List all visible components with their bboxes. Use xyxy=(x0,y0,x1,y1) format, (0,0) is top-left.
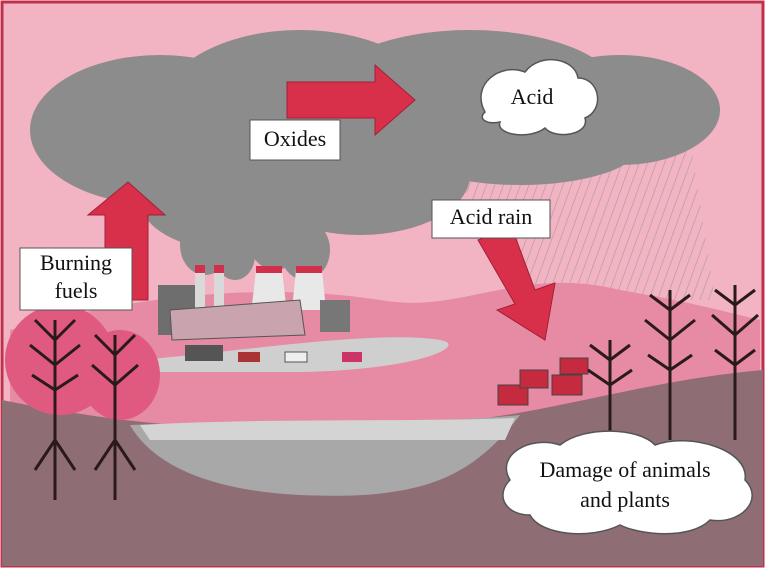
factory-part xyxy=(320,300,350,332)
damage-label: Damage of animals xyxy=(539,457,710,482)
acid-rain-label: Acid rain xyxy=(450,204,532,229)
factory-part xyxy=(185,345,223,361)
factory-part xyxy=(256,266,282,273)
houses-part xyxy=(520,370,548,388)
factory-part xyxy=(342,352,362,362)
burning-fuels-label: Burning xyxy=(40,250,112,275)
factory-part xyxy=(285,352,307,362)
factory-part xyxy=(252,270,286,305)
factory-part xyxy=(195,265,205,273)
damage-cloud-part xyxy=(503,431,752,534)
acid-label: Acid xyxy=(511,84,554,109)
burning-fuels-label: fuels xyxy=(55,278,98,303)
damage-cloud xyxy=(503,431,752,534)
trees-part xyxy=(80,330,160,420)
houses-part xyxy=(560,358,588,374)
houses-part xyxy=(552,375,582,395)
damage-label: and plants xyxy=(580,487,670,512)
factory-part xyxy=(296,266,322,273)
factory-part xyxy=(238,352,260,362)
acid-rain-diagram: Burning fuels Oxides Acid Acid rain Dama… xyxy=(0,0,765,568)
oxides-label: Oxides xyxy=(264,126,326,151)
factory-part xyxy=(214,265,224,273)
